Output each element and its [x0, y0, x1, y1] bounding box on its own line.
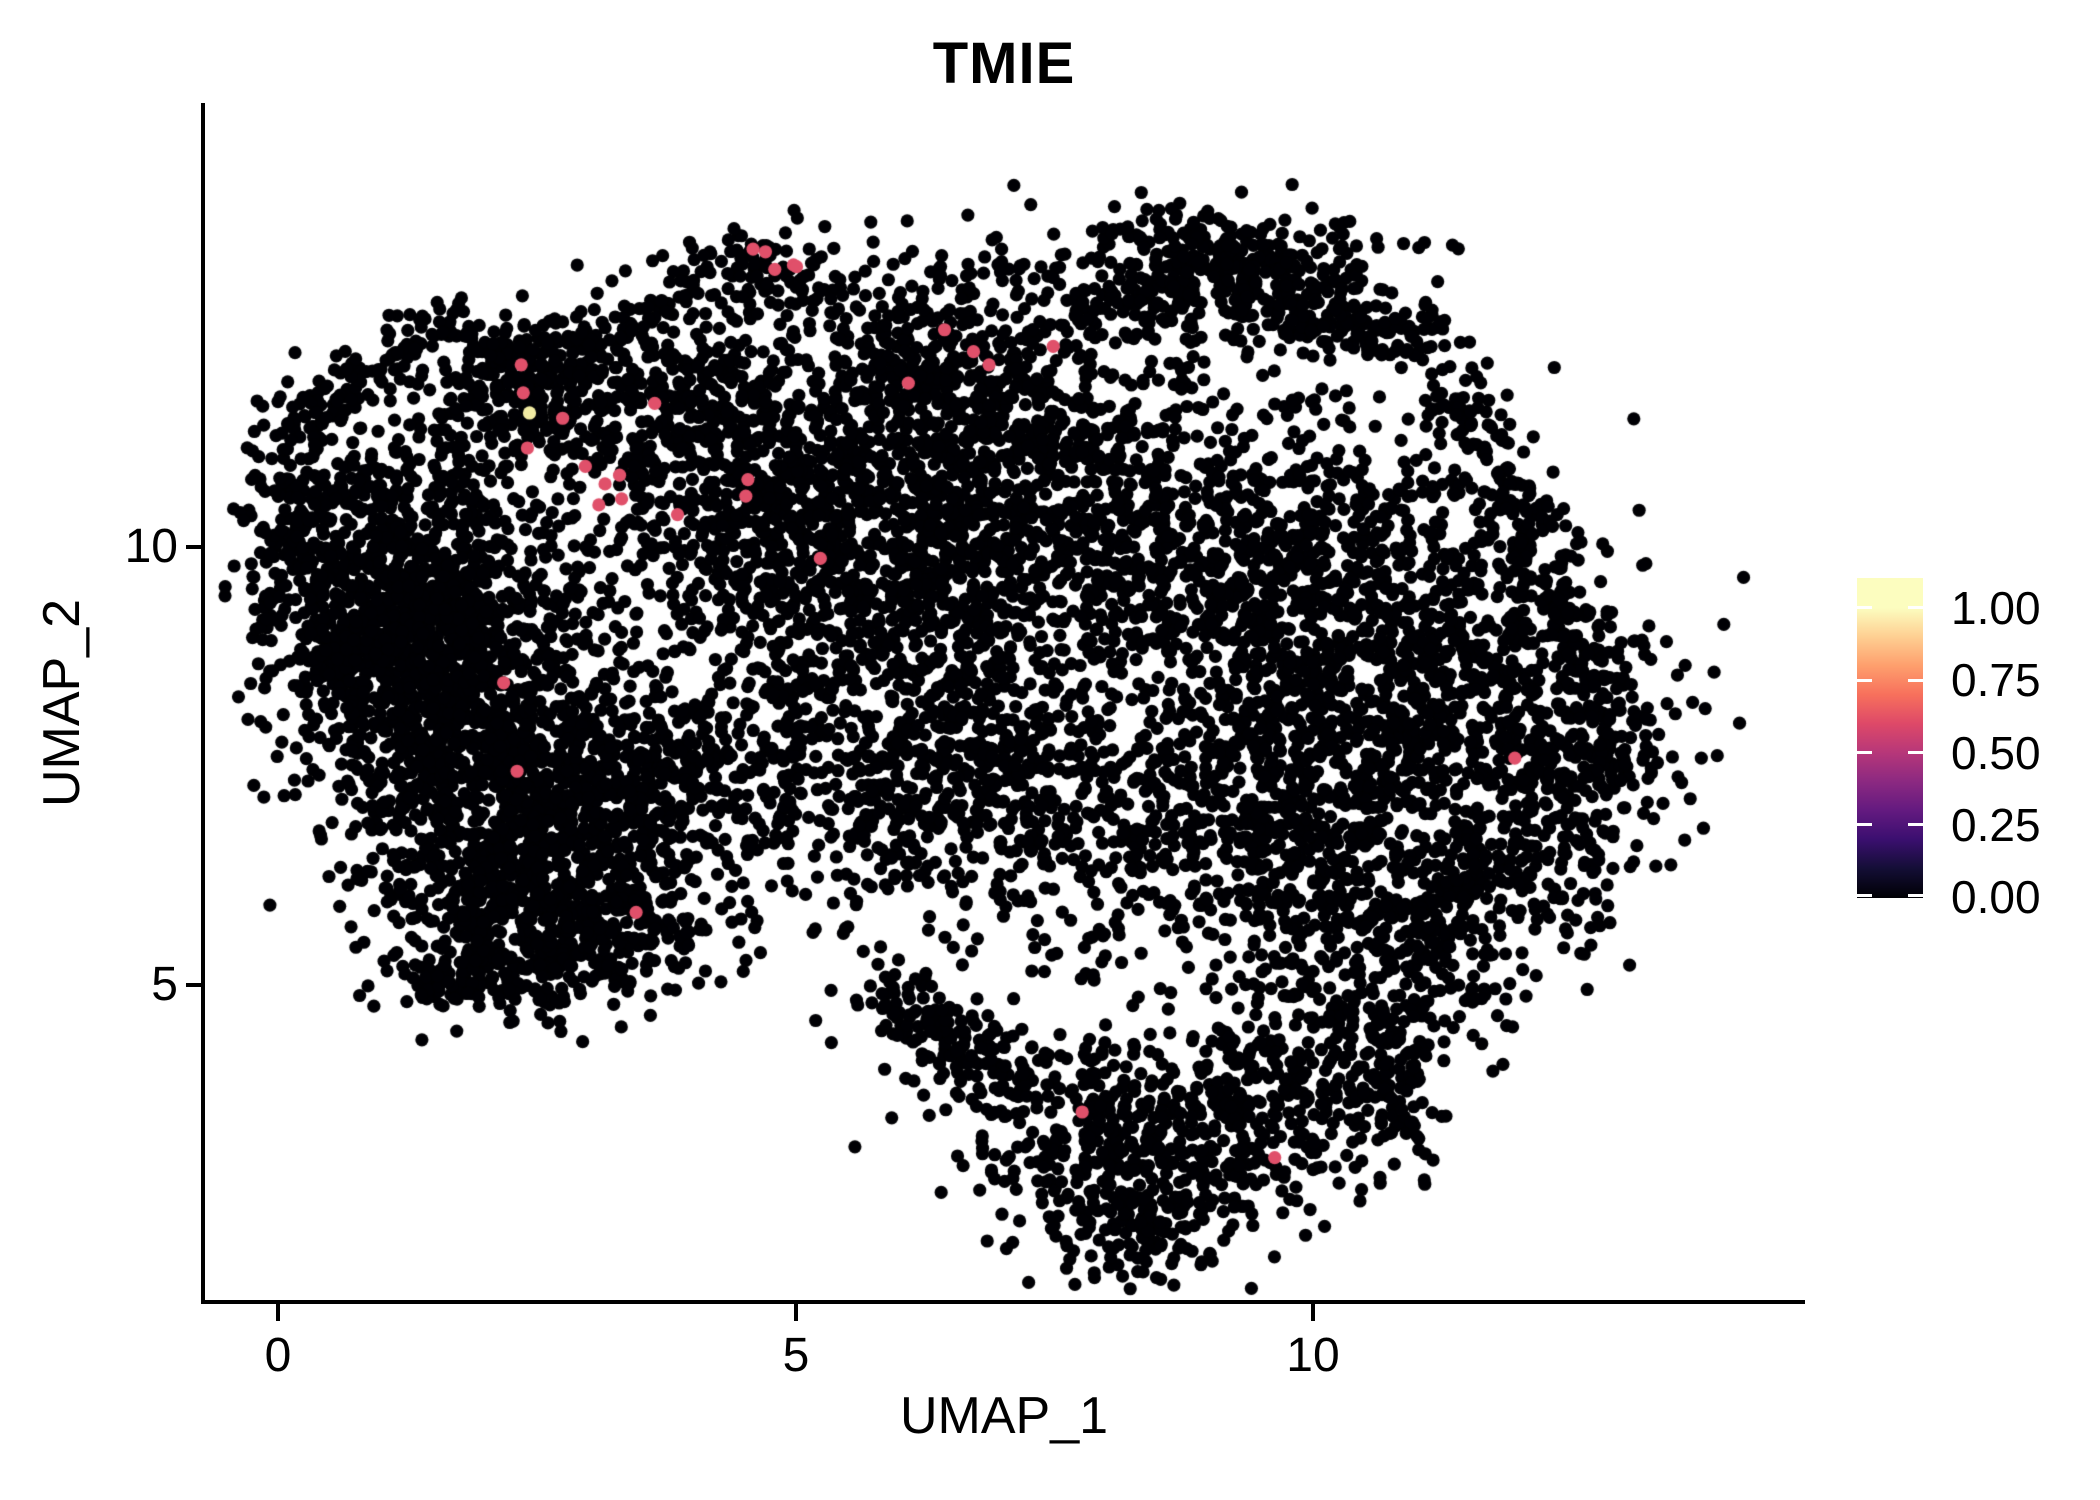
- x-tick-label-0: 0: [264, 1329, 292, 1382]
- colorbar-tick-right-0.25: [1908, 823, 1923, 826]
- colorbar: [1857, 578, 1923, 898]
- colorbar-gradient: [1857, 578, 1923, 898]
- colorbar-label-0.25: 0.25: [1951, 799, 2041, 851]
- colorbar-tick-right-0.50: [1908, 751, 1923, 754]
- colorbar-label-0.75: 0.75: [1951, 654, 2041, 706]
- y-tick-label-10: 10: [124, 520, 178, 573]
- colorbar-tick-right-1.00: [1908, 606, 1923, 609]
- colorbar-tick-left-1.00: [1857, 606, 1872, 609]
- x-tick-5: [794, 1304, 798, 1321]
- y-axis-title: UMAP_2: [33, 598, 91, 808]
- y-tick-10: [186, 545, 203, 549]
- chart-title: TMIE: [932, 31, 1076, 96]
- colorbar-tick-left-0.00: [1857, 894, 1872, 897]
- colorbar-tick-right-0.75: [1908, 679, 1923, 682]
- colorbar-tick-left-0.75: [1857, 679, 1872, 682]
- x-tick-label-5: 5: [782, 1329, 810, 1382]
- y-axis-line: [201, 103, 205, 1304]
- y-tick-label-5: 5: [151, 958, 178, 1011]
- y-tick-5: [186, 983, 203, 987]
- x-axis-title: UMAP_1: [899, 1387, 1109, 1445]
- x-axis-line: [201, 1300, 1805, 1304]
- colorbar-label-0.50: 0.50: [1951, 727, 2041, 779]
- colorbar-label-0.00: 0.00: [1951, 871, 2041, 923]
- x-tick-10: [1311, 1304, 1315, 1321]
- colorbar-tick-left-0.50: [1857, 751, 1872, 754]
- colorbar-label-1.00: 1.00: [1951, 582, 2041, 634]
- colorbar-tick-left-0.25: [1857, 823, 1872, 826]
- x-tick-label-10: 10: [1286, 1329, 1340, 1382]
- x-tick-0: [276, 1304, 280, 1321]
- colorbar-tick-right-0.00: [1908, 894, 1923, 897]
